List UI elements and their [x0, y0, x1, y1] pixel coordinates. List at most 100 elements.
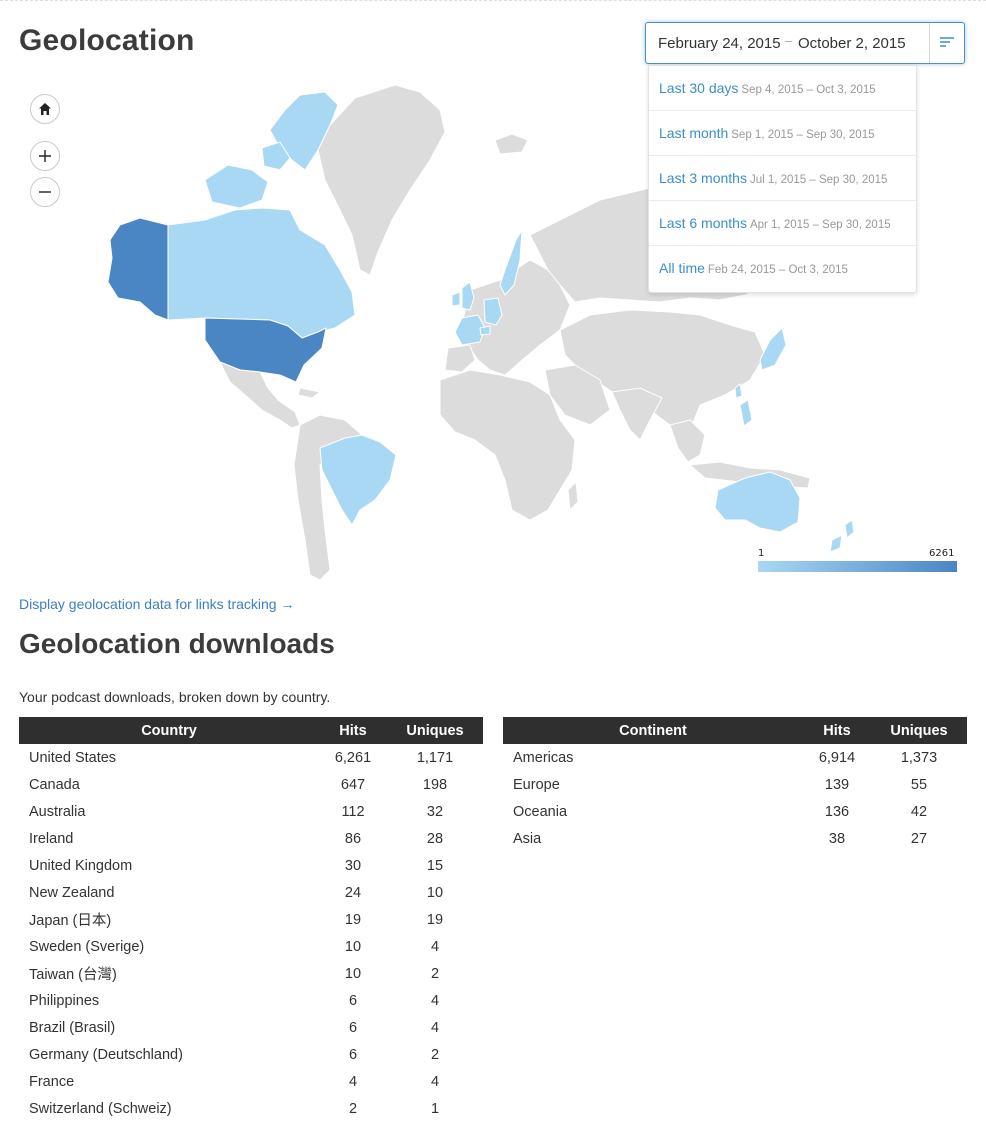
- cell-name: France: [29, 1073, 75, 1090]
- page-title: Geolocation: [19, 24, 195, 57]
- preset-label: Last 6 months: [659, 215, 747, 231]
- cell-hits: 4: [348, 1073, 358, 1090]
- map-region-india[interactable]: [611, 387, 663, 441]
- cell-hits: 2: [348, 1100, 358, 1117]
- cell-uniques: 15: [426, 857, 444, 874]
- table-row: Switzerland (Schweiz) 2 1: [19, 1095, 483, 1122]
- cell-hits: 6,914: [818, 749, 856, 766]
- cell-hits: 24: [344, 884, 362, 901]
- preset-last-6-months[interactable]: Last 6 months Apr 1, 2015 – Sep 30, 2015: [649, 201, 916, 246]
- column-header-uniques[interactable]: Uniques: [871, 717, 967, 744]
- date-presets-button[interactable]: [929, 23, 964, 63]
- date-range-end[interactable]: October 2, 2015: [798, 35, 906, 52]
- cell-name: Canada: [29, 776, 80, 793]
- map-zoom-in-button[interactable]: [30, 141, 60, 171]
- cell-hits: 30: [344, 857, 362, 874]
- map-region-arctic-islands[interactable]: [269, 91, 339, 171]
- preset-label: Last month: [659, 125, 729, 141]
- home-icon: [39, 103, 51, 115]
- map-region-taiwan[interactable]: [734, 383, 743, 399]
- map-region-germany[interactable]: [483, 297, 503, 326]
- cell-uniques: 1: [430, 1100, 440, 1117]
- preset-all-time[interactable]: All time Feb 24, 2015 – Oct 3, 2015: [649, 246, 916, 292]
- column-header-uniques[interactable]: Uniques: [387, 717, 483, 744]
- downloads-title: Geolocation downloads: [19, 628, 335, 659]
- table-row: Europe 139 55: [503, 771, 967, 798]
- map-region-middle-east[interactable]: [544, 364, 611, 426]
- cell-uniques: 27: [910, 830, 928, 847]
- map-region-brazil[interactable]: [319, 434, 397, 526]
- cell-name: Americas: [513, 749, 574, 766]
- map-region-new-zealand-south[interactable]: [829, 534, 843, 553]
- map-region-madagascar[interactable]: [567, 481, 579, 511]
- map-home-button[interactable]: [30, 94, 60, 124]
- cell-name: Europe: [513, 776, 560, 793]
- cell-uniques: 4: [430, 992, 440, 1009]
- map-region-canada[interactable]: [167, 207, 356, 339]
- cell-uniques: 2: [430, 965, 440, 982]
- table-row: United States 6,261 1,171: [19, 744, 483, 771]
- map-region-ireland[interactable]: [451, 291, 461, 307]
- map-region-uk[interactable]: [461, 281, 475, 311]
- cell-hits: 6: [348, 1019, 358, 1036]
- preset-last-3-months[interactable]: Last 3 months Jul 1, 2015 – Sep 30, 2015: [649, 156, 916, 201]
- map-region-south-america[interactable]: [293, 414, 371, 581]
- date-range-picker[interactable]: February 24, 2015 – October 2, 2015: [645, 22, 965, 64]
- map-region-africa[interactable]: [439, 369, 576, 521]
- map-zoom-out-button[interactable]: [30, 177, 60, 207]
- map-region-southeast-asia[interactable]: [669, 419, 706, 463]
- table-row: New Zealand 24 10: [19, 879, 483, 906]
- minus-icon: [39, 191, 51, 193]
- cell-name: New Zealand: [29, 884, 115, 901]
- preset-label: Last 3 months: [659, 170, 747, 186]
- cell-name: United Kingdom: [29, 857, 133, 874]
- cell-hits: 6: [348, 992, 358, 1009]
- map-region-iberia[interactable]: [444, 344, 476, 373]
- preset-last-30-days[interactable]: Last 30 days Sep 4, 2015 – Oct 3, 2015: [649, 66, 916, 111]
- cell-hits: 38: [828, 830, 846, 847]
- column-header-country[interactable]: Country: [19, 717, 319, 744]
- map-region-alaska[interactable]: [107, 217, 169, 321]
- map-region-iceland[interactable]: [494, 133, 529, 155]
- legend-max-label: 6261: [929, 548, 955, 559]
- map-region-arctic-islands-3[interactable]: [261, 141, 291, 171]
- column-header-hits[interactable]: Hits: [803, 717, 871, 744]
- cell-name: Australia: [29, 803, 86, 820]
- table-row: Brazil (Brasil) 6 4: [19, 1014, 483, 1041]
- map-region-switzerland[interactable]: [479, 325, 491, 336]
- table-header-row: Continent Hits Uniques: [503, 717, 967, 744]
- cell-hits: 112: [341, 803, 365, 820]
- column-header-continent[interactable]: Continent: [503, 717, 803, 744]
- legend-min-label: 1: [758, 548, 765, 559]
- links-tracking-link[interactable]: Display geolocation data for links track…: [19, 596, 295, 612]
- map-region-arctic-islands-2[interactable]: [204, 164, 269, 209]
- table-row: Japan (日本) 19 19: [19, 906, 483, 933]
- column-header-hits[interactable]: Hits: [319, 717, 387, 744]
- cell-name: Germany (Deutschland): [29, 1046, 183, 1063]
- map-region-japan[interactable]: [759, 327, 787, 371]
- cell-uniques: 4: [430, 938, 440, 955]
- cell-uniques: 28: [426, 830, 444, 847]
- cell-name: Taiwan (台灣): [29, 967, 117, 983]
- preset-range: Feb 24, 2015 – Oct 3, 2015: [707, 264, 848, 276]
- map-region-philippines[interactable]: [739, 399, 753, 427]
- map-region-greenland[interactable]: [317, 84, 446, 276]
- table-row: Germany (Deutschland) 6 2: [19, 1041, 483, 1068]
- date-range-start[interactable]: February 24, 2015: [658, 35, 781, 52]
- cell-name: Switzerland (Schweiz): [29, 1100, 172, 1117]
- cell-name: Sweden (Sverige): [29, 938, 145, 955]
- map-region-australia[interactable]: [714, 471, 801, 533]
- preset-last-month[interactable]: Last month Sep 1, 2015 – Sep 30, 2015: [649, 111, 916, 156]
- map-region-new-zealand[interactable]: [844, 519, 855, 539]
- cell-hits: 10: [344, 965, 362, 982]
- map-region-sweden[interactable]: [499, 229, 523, 296]
- table-row: Ireland 86 28: [19, 825, 483, 852]
- table-row: Taiwan (台灣) 10 2: [19, 960, 483, 987]
- map-region-caribbean[interactable]: [297, 387, 321, 399]
- map-region-france[interactable]: [454, 314, 486, 346]
- cell-hits: 6,261: [334, 749, 372, 766]
- cell-uniques: 198: [422, 776, 448, 793]
- table-row: Sweden (Sverige) 10 4: [19, 933, 483, 960]
- cell-name: Japan (日本): [29, 913, 112, 929]
- date-presets-dropdown: Last 30 days Sep 4, 2015 – Oct 3, 2015 La…: [648, 65, 917, 293]
